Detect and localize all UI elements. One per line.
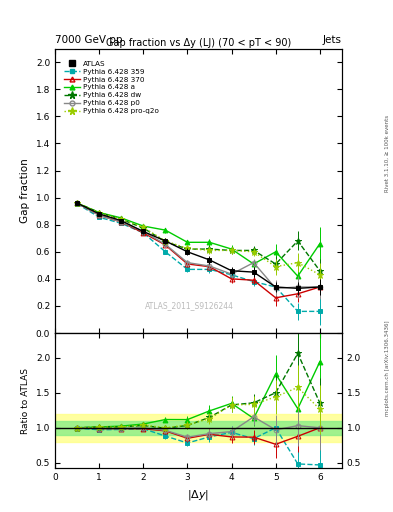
Text: ATLAS_2011_S9126244: ATLAS_2011_S9126244 <box>145 301 234 310</box>
Bar <box>55 421 342 435</box>
X-axis label: |$\Delta y$|: |$\Delta y$| <box>187 488 209 502</box>
Legend: ATLAS, Pythia 6.428 359, Pythia 6.428 370, Pythia 6.428 a, Pythia 6.428 dw, Pyth: ATLAS, Pythia 6.428 359, Pythia 6.428 37… <box>61 58 162 117</box>
Y-axis label: Gap fraction: Gap fraction <box>20 159 30 223</box>
Text: Rivet 3.1.10, ≥ 100k events: Rivet 3.1.10, ≥ 100k events <box>385 115 390 192</box>
Text: 7000 GeV pp: 7000 GeV pp <box>55 35 123 45</box>
Y-axis label: Ratio to ATLAS: Ratio to ATLAS <box>21 368 30 434</box>
Title: Gap fraction vs Δy (LJ) (70 < pT < 90): Gap fraction vs Δy (LJ) (70 < pT < 90) <box>106 38 291 48</box>
Bar <box>55 414 342 442</box>
Text: mcplots.cern.ch [arXiv:1306.3436]: mcplots.cern.ch [arXiv:1306.3436] <box>385 321 390 416</box>
Text: Jets: Jets <box>323 35 342 45</box>
